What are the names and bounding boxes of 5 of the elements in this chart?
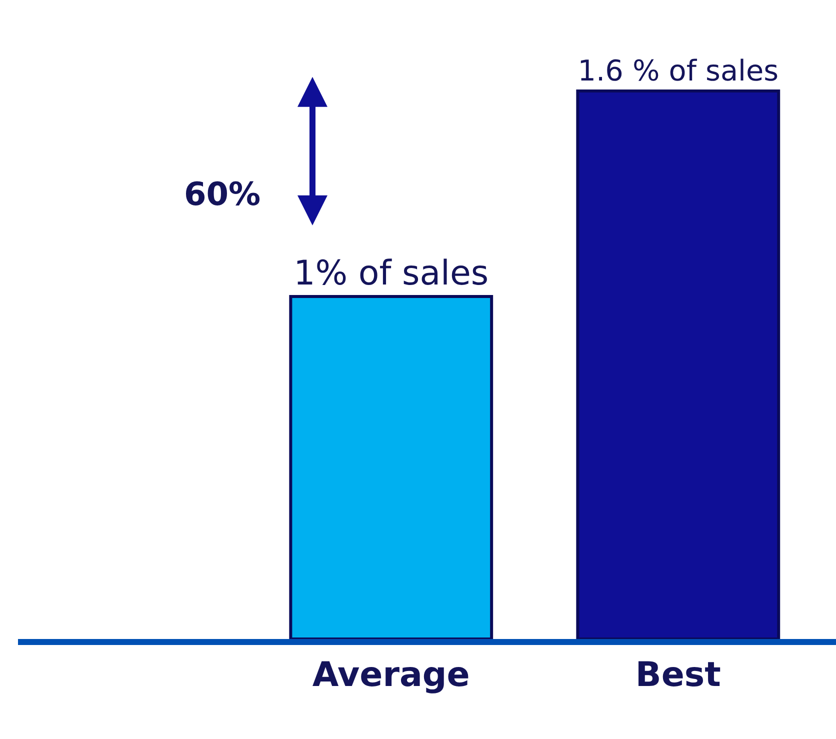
x-tick-label: Average — [312, 654, 470, 695]
data-label: 1.6 % of sales — [578, 53, 779, 88]
x-tick-label: Best — [635, 654, 721, 695]
data-label: 1% of sales — [294, 253, 489, 294]
annotation: 60% — [184, 175, 261, 213]
